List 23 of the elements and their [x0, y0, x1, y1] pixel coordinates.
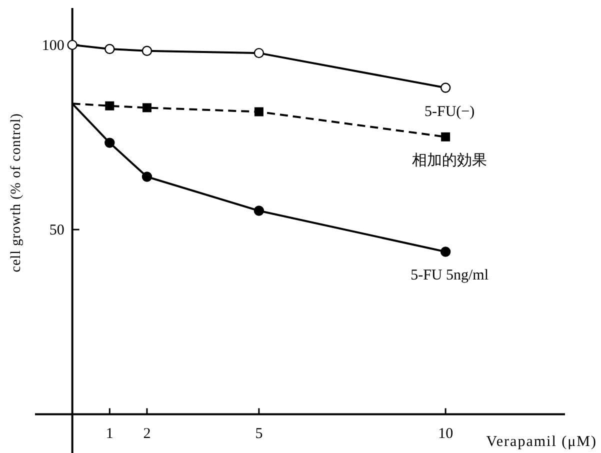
series-label: 5-FU(−)	[424, 104, 475, 120]
x-tick-label: 5	[255, 426, 263, 442]
point	[254, 206, 264, 216]
x-axis-title: Verapamil (μM)	[486, 434, 597, 450]
x-tick-label: 2	[143, 426, 151, 442]
series-label: 相加的効果	[412, 152, 488, 169]
y-tick-label: 100	[42, 38, 64, 54]
point	[254, 48, 264, 58]
point	[105, 101, 114, 110]
point	[142, 46, 152, 56]
y-axis-title: cell growth (% of control)	[9, 113, 24, 272]
point	[142, 103, 152, 112]
point	[104, 44, 115, 54]
x-tick-label: 1	[106, 426, 114, 442]
point	[441, 132, 450, 142]
point	[104, 138, 115, 148]
point	[142, 172, 152, 182]
series-label: 5-FU 5ng/ml	[410, 268, 489, 284]
y-tick-label: 50	[49, 222, 64, 239]
point	[254, 107, 264, 116]
x-tick-label: 10	[438, 426, 454, 442]
point	[440, 246, 451, 257]
point	[440, 82, 451, 93]
